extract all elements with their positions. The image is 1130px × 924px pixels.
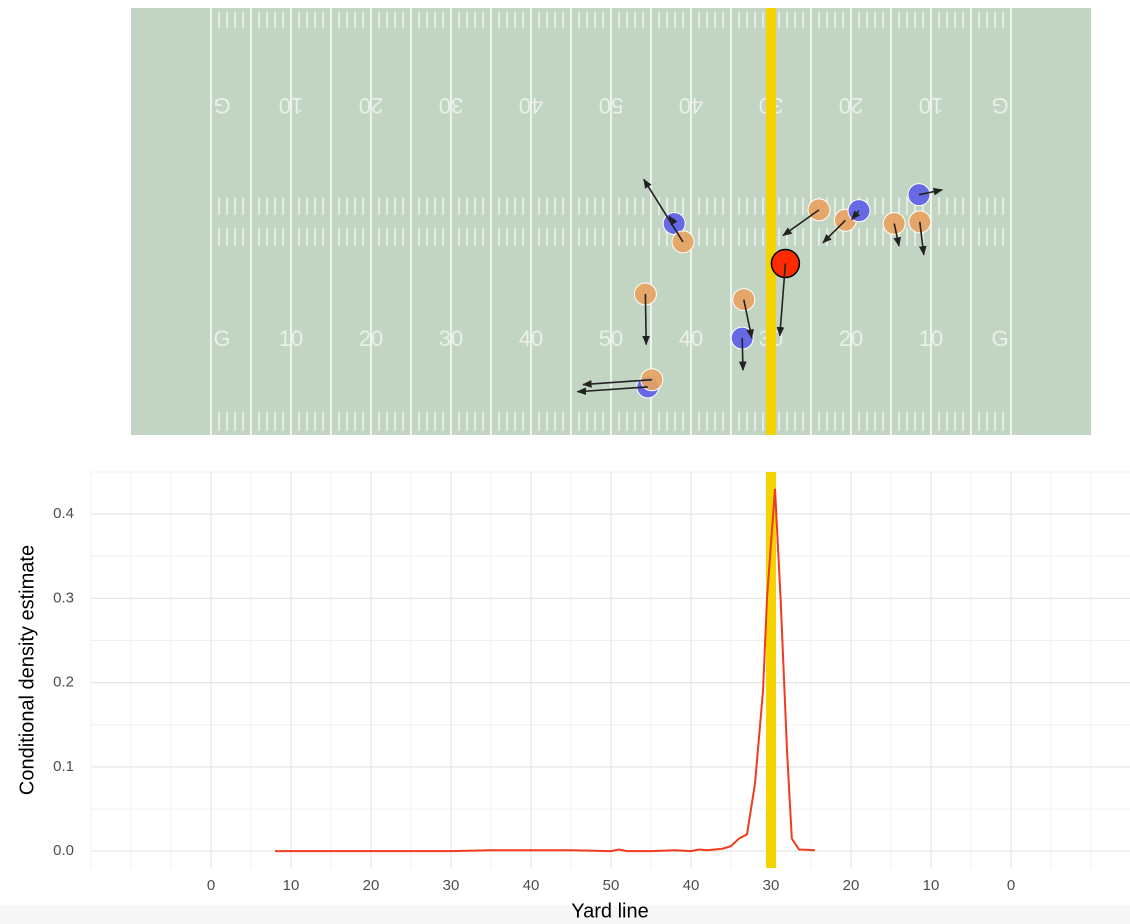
x-tick-label: 20 [843, 877, 860, 894]
yard-label: 10 [919, 326, 943, 351]
player-arrow [576, 386, 648, 395]
x-tick-label: 0 [207, 877, 215, 894]
y-tick-label: 0.2 [53, 674, 74, 691]
yard-label-flipped: 10 [919, 93, 943, 118]
player-arrow [782, 209, 820, 237]
player-arrow [642, 293, 650, 346]
yard-label: 50 [599, 326, 623, 351]
yard-label-flipped: 30 [439, 93, 463, 118]
yard-label-flipped: 20 [359, 93, 383, 118]
scrimmage-line [766, 472, 776, 868]
y-axis-title: Conditional density estimate [16, 545, 38, 795]
x-axis-title: Yard line [571, 900, 648, 922]
density-line [275, 488, 816, 853]
yard-label-flipped: G [991, 93, 1008, 118]
player-arrow [668, 215, 678, 226]
y-tick-label: 0.3 [53, 589, 74, 606]
player-arrow [918, 187, 944, 196]
yard-label: 20 [839, 326, 863, 351]
yard-label-flipped: 10 [279, 93, 303, 118]
yard-label: 30 [439, 326, 463, 351]
x-tick-label: 40 [683, 877, 700, 894]
x-tick-label: 30 [443, 877, 460, 894]
x-tick-label: 30 [763, 877, 780, 894]
yard-label-flipped: 20 [839, 93, 863, 118]
x-tick-label: 40 [523, 877, 540, 894]
yard-label-flipped: G [213, 93, 230, 118]
yard-label: 40 [519, 326, 543, 351]
player-arrow [743, 299, 754, 340]
yard-label: 10 [279, 326, 303, 351]
y-tick-label: 0.0 [53, 842, 74, 859]
player-arrow [851, 210, 861, 221]
y-tick-label: 0.1 [53, 758, 74, 775]
player-arrow [776, 263, 787, 337]
x-tick-label: 10 [923, 877, 940, 894]
x-tick-label: 50 [603, 877, 620, 894]
x-tick-label: 20 [363, 877, 380, 894]
yard-label: G [213, 326, 230, 351]
yard-label-flipped: 50 [599, 93, 623, 118]
player-arrow [893, 223, 901, 247]
player-arrow [738, 338, 747, 372]
x-tick-label: 0 [1007, 877, 1015, 894]
x-tick-label: 10 [283, 877, 300, 894]
y-tick-label: 0.4 [53, 505, 74, 522]
yard-label-flipped: 40 [519, 93, 543, 118]
player-arrow [643, 178, 684, 243]
player-arrow [822, 219, 846, 244]
yard-label-flipped: 40 [679, 93, 703, 118]
yard-label: G [991, 326, 1008, 351]
yard-label: 20 [359, 326, 383, 351]
scrimmage-line [766, 8, 776, 435]
player-arrow [582, 378, 652, 388]
footer-band [0, 905, 1130, 924]
player-arrow [918, 221, 927, 256]
yard-label: 40 [679, 326, 703, 351]
